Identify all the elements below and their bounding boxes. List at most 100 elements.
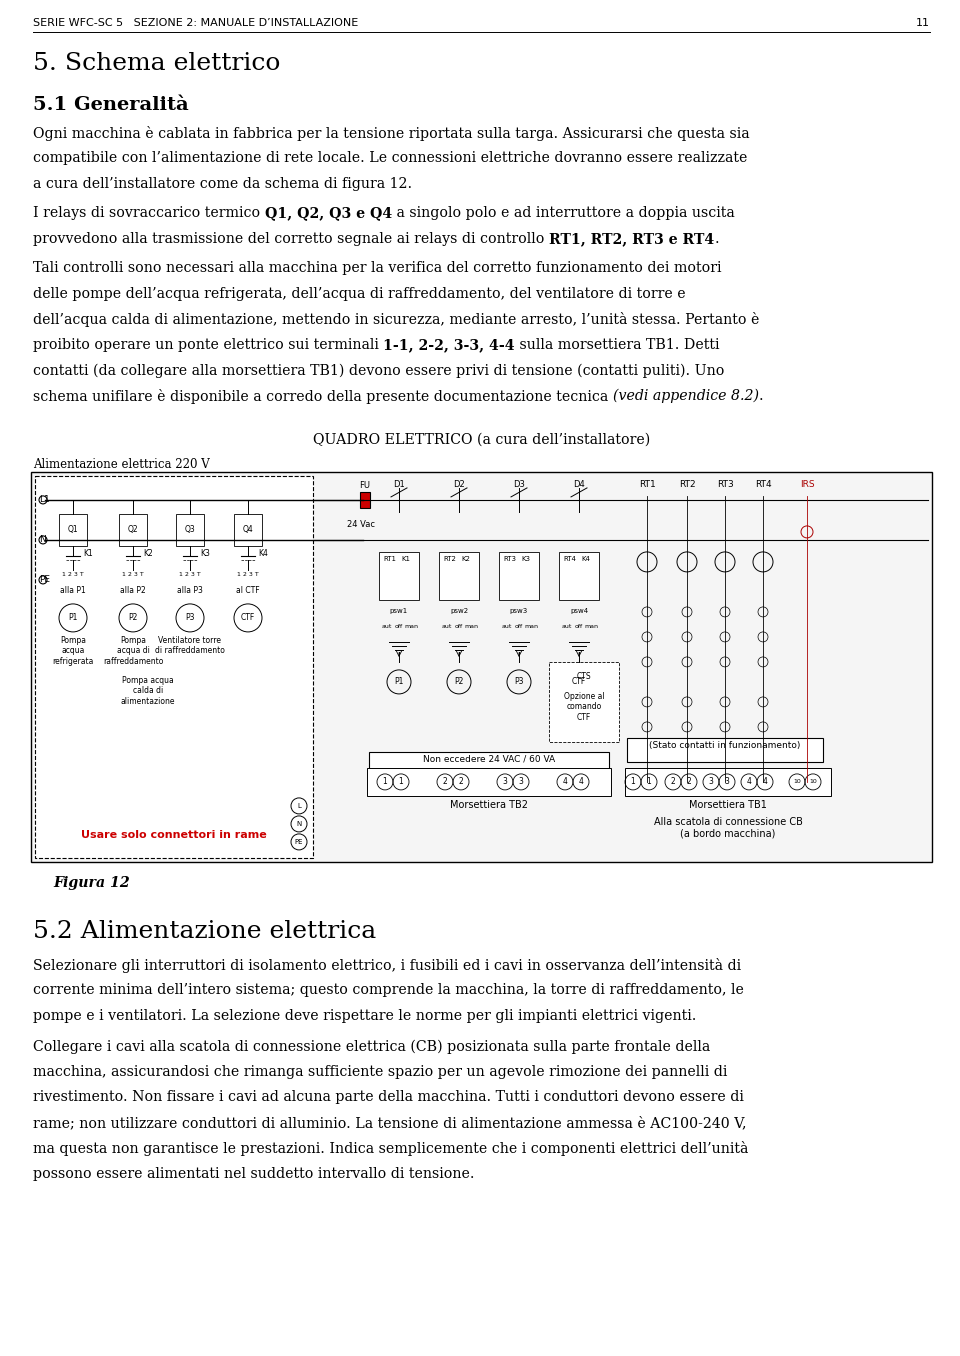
Text: K2: K2 [143, 549, 153, 559]
Text: 2: 2 [459, 777, 464, 786]
Text: Alla scatola di connessione CB
(a bordo macchina): Alla scatola di connessione CB (a bordo … [654, 816, 803, 838]
Text: dell’acqua calda di alimentazione, mettendo in sicurezza, mediante arresto, l’un: dell’acqua calda di alimentazione, mette… [33, 312, 759, 327]
Text: schema unifilare è disponibile a corredo della presente documentazione tecnica: schema unifilare è disponibile a corredo… [33, 389, 612, 404]
Text: Non eccedere 24 VAC / 60 VA: Non eccedere 24 VAC / 60 VA [423, 755, 555, 763]
Bar [176, 514, 204, 546]
Text: man: man [464, 624, 478, 629]
Text: 5. Schema elettrico: 5. Schema elettrico [33, 52, 280, 75]
Text: 1 2 3 T: 1 2 3 T [180, 572, 201, 576]
Text: 5.1 Generalità: 5.1 Generalità [33, 96, 189, 114]
Text: alla P1: alla P1 [60, 586, 85, 595]
Text: L1: L1 [39, 495, 50, 504]
Text: Q3: Q3 [184, 525, 196, 534]
Text: 1-1, 2-2, 3-3, 4-4: 1-1, 2-2, 3-3, 4-4 [383, 338, 515, 353]
Bar [367, 767, 611, 796]
Text: P3: P3 [185, 613, 195, 622]
Text: D1: D1 [394, 480, 405, 490]
Text: Pompa acqua
calda di
alimentazione: Pompa acqua calda di alimentazione [121, 675, 176, 705]
Text: Selezionare gli interruttori di isolamento elettrico, i fusibili ed i cavi in os: Selezionare gli interruttori di isolamen… [33, 957, 741, 972]
Text: K2: K2 [461, 556, 469, 561]
Text: RT4: RT4 [755, 480, 771, 490]
Text: Usare solo connettori in rame: Usare solo connettori in rame [82, 830, 267, 839]
Text: PE: PE [295, 839, 303, 845]
Text: possono essere alimentati nel suddetto intervallo di tensione.: possono essere alimentati nel suddetto i… [33, 1168, 474, 1181]
Text: FU: FU [359, 481, 371, 490]
Text: 1 2 3 T: 1 2 3 T [237, 572, 259, 576]
Text: psw3: psw3 [510, 607, 528, 614]
Text: psw1: psw1 [390, 607, 408, 614]
Text: man: man [584, 624, 598, 629]
Text: CTF: CTF [572, 678, 587, 686]
Text: alla P2: alla P2 [120, 586, 146, 595]
Text: 1: 1 [383, 777, 388, 786]
Text: N: N [39, 534, 46, 544]
Text: 5.2 Alimentazione elettrica: 5.2 Alimentazione elettrica [33, 919, 376, 942]
Text: contatti (da collegare alla morsettiera TB1) devono essere privi di tensione (co: contatti (da collegare alla morsettiera … [33, 363, 725, 378]
Text: 2: 2 [671, 777, 676, 786]
Text: ma questa non garantisce le prestazioni. Indica semplicemente che i componenti e: ma questa non garantisce le prestazioni.… [33, 1142, 749, 1157]
Text: Q2: Q2 [128, 525, 138, 534]
Bar [360, 492, 370, 508]
Text: RT2: RT2 [679, 480, 695, 490]
Text: P3: P3 [515, 678, 524, 686]
Text: L: L [297, 803, 300, 810]
Bar [369, 753, 609, 774]
Text: D3: D3 [513, 480, 525, 490]
Text: 1 2 3 T: 1 2 3 T [62, 572, 84, 576]
Bar [234, 514, 262, 546]
Text: Ventilatore torre
di raffreddamento: Ventilatore torre di raffreddamento [156, 636, 225, 655]
Text: RT3: RT3 [503, 556, 516, 561]
Text: pompe e i ventilatori. La selezione deve rispettare le norme per gli impianti el: pompe e i ventilatori. La selezione deve… [33, 1009, 696, 1022]
Text: 2: 2 [686, 777, 691, 786]
Text: Pompa
acqua
refrigerata: Pompa acqua refrigerata [52, 636, 94, 666]
Text: rivestimento. Non fissare i cavi ad alcuna parte della macchina. Tutti i condutt: rivestimento. Non fissare i cavi ad alcu… [33, 1090, 744, 1104]
Text: aut: aut [382, 624, 393, 629]
Bar [59, 514, 87, 546]
Text: 3: 3 [725, 777, 730, 786]
Text: 1 2 3 T: 1 2 3 T [122, 572, 144, 576]
Text: 4: 4 [579, 777, 584, 786]
Text: K4: K4 [258, 549, 268, 559]
Text: Morsettiera TB1: Morsettiera TB1 [689, 800, 767, 810]
Text: I relays di sovraccarico termico: I relays di sovraccarico termico [33, 206, 265, 221]
Bar [627, 738, 823, 762]
Text: Collegare i cavi alla scatola di connessione elettrica (CB) posizionata sulla pa: Collegare i cavi alla scatola di conness… [33, 1040, 710, 1054]
Text: delle pompe dell’acqua refrigerata, dell’acqua di raffreddamento, del ventilator: delle pompe dell’acqua refrigerata, dell… [33, 287, 685, 301]
Text: K1: K1 [401, 556, 410, 561]
Text: K3: K3 [521, 556, 530, 561]
Text: CTS: CTS [577, 673, 591, 681]
Text: CTF: CTF [241, 613, 255, 622]
Bar [439, 552, 479, 599]
Text: 24 Vac: 24 Vac [347, 519, 375, 529]
Text: Figura 12: Figura 12 [53, 876, 130, 890]
Text: alla P3: alla P3 [177, 586, 203, 595]
Text: 4: 4 [762, 777, 767, 786]
Text: psw4: psw4 [570, 607, 588, 614]
Text: D4: D4 [573, 480, 585, 490]
Text: Opzione al
comando
CTF: Opzione al comando CTF [564, 692, 604, 721]
Text: 11: 11 [916, 18, 930, 28]
Text: .: . [758, 389, 763, 403]
Text: Alimentazione elettrica 220 V: Alimentazione elettrica 220 V [33, 458, 209, 471]
Text: Morsettiera TB2: Morsettiera TB2 [450, 800, 528, 810]
Text: aut: aut [562, 624, 572, 629]
Text: K4: K4 [581, 556, 589, 561]
Text: proibito operare un ponte elettrico sui terminali: proibito operare un ponte elettrico sui … [33, 338, 383, 353]
Text: 3: 3 [518, 777, 523, 786]
Text: QUADRO ELETTRICO (a cura dell’installatore): QUADRO ELETTRICO (a cura dell’installato… [313, 433, 650, 446]
Bar [499, 552, 539, 599]
Text: man: man [524, 624, 538, 629]
Text: D2: D2 [453, 480, 465, 490]
Text: 4: 4 [747, 777, 752, 786]
Text: off: off [395, 624, 403, 629]
Text: corrente minima dell’intero sistema; questo comprende la macchina, la torre di r: corrente minima dell’intero sistema; que… [33, 983, 744, 998]
Text: PE: PE [39, 575, 50, 584]
Text: off: off [455, 624, 463, 629]
Text: 2: 2 [443, 777, 447, 786]
Text: a singolo polo e ad interruttore a doppia uscita: a singolo polo e ad interruttore a doppi… [392, 206, 734, 221]
Bar [379, 552, 419, 599]
Text: off: off [515, 624, 523, 629]
Text: 1: 1 [631, 777, 636, 786]
Text: Ogni macchina è cablata in fabbrica per la tensione riportata sulla targa. Assic: Ogni macchina è cablata in fabbrica per … [33, 126, 750, 141]
Text: N: N [297, 820, 301, 827]
